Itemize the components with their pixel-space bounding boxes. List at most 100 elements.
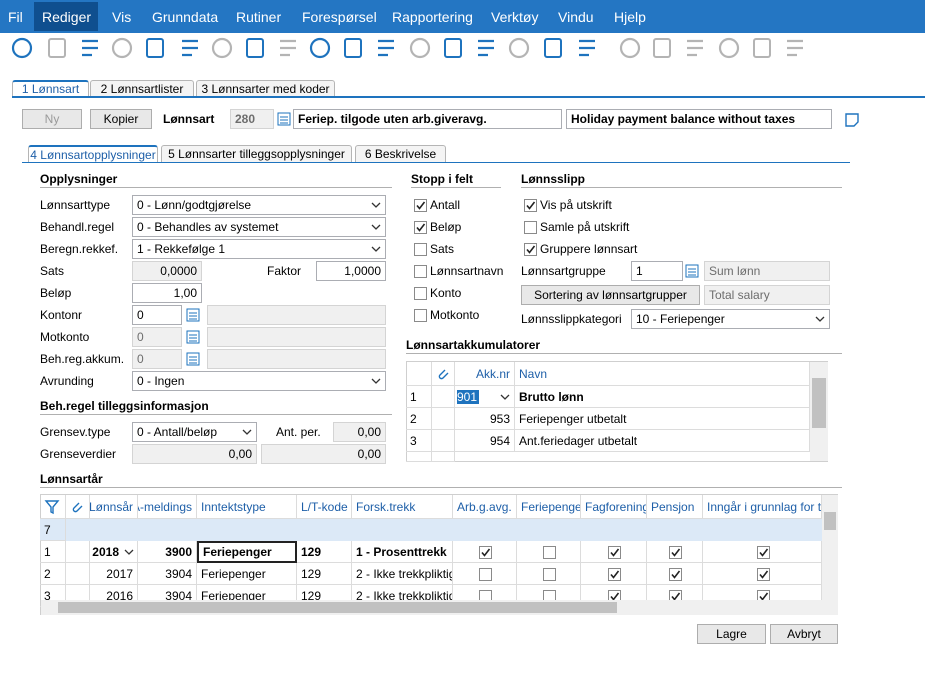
cancel-button[interactable]: Avbryt bbox=[770, 624, 838, 644]
grid-cell[interactable]: 953 bbox=[455, 408, 515, 430]
grid-header-cell[interactable]: A-meldings bbox=[138, 495, 197, 519]
menu-item[interactable]: Fil bbox=[8, 8, 23, 25]
input-field[interactable]: Total salary bbox=[704, 285, 830, 305]
dropdown-arrow[interactable] bbox=[497, 388, 513, 406]
grid-header-cell[interactable]: Inngår i grunnlag for tr bbox=[703, 495, 822, 519]
menu-item[interactable]: Vis bbox=[112, 8, 132, 25]
checkbox[interactable] bbox=[756, 590, 770, 603]
grid-header-cell[interactable] bbox=[40, 495, 66, 519]
checkbox[interactable] bbox=[414, 287, 427, 300]
menu-item[interactable]: Grunndata bbox=[152, 8, 219, 25]
toolbar-button[interactable] bbox=[44, 35, 70, 61]
input-field[interactable]: Sum lønn bbox=[704, 261, 830, 281]
toolbar-button[interactable] bbox=[540, 35, 566, 61]
checkbox[interactable] bbox=[414, 199, 427, 212]
toolbar-button[interactable] bbox=[782, 35, 808, 61]
menu-item[interactable]: Verktøy bbox=[491, 8, 539, 25]
selected-value[interactable]: 901 bbox=[457, 390, 479, 404]
toolbar-button[interactable] bbox=[209, 35, 235, 61]
grid-cell[interactable]: 954 bbox=[455, 430, 515, 452]
sort-button[interactable]: Sortering av lønnsartgrupper bbox=[521, 285, 700, 305]
checkbox[interactable] bbox=[414, 221, 427, 234]
input-field[interactable] bbox=[207, 327, 386, 347]
name-en-field[interactable]: Holiday payment balance without taxes bbox=[566, 109, 832, 129]
input-field[interactable]: 0,00 bbox=[261, 444, 386, 464]
toolbar-button[interactable] bbox=[749, 35, 775, 61]
toolbar-button[interactable] bbox=[617, 35, 643, 61]
grid-cell[interactable]: Feriepenger bbox=[197, 563, 297, 585]
save-button[interactable]: Lagre bbox=[697, 624, 766, 644]
checkbox[interactable] bbox=[524, 199, 537, 212]
input-field[interactable]: 1,00 bbox=[132, 283, 202, 303]
select-field[interactable]: 1 - Rekkefølge 1 bbox=[132, 239, 386, 259]
grid-cell[interactable]: 1 - Prosenttrekk bbox=[352, 541, 453, 563]
dropdown-arrow[interactable] bbox=[812, 310, 828, 328]
dropdown-arrow[interactable] bbox=[121, 543, 137, 561]
toolbar-button[interactable] bbox=[649, 35, 675, 61]
select-field[interactable]: 0 - Behandles av systemet bbox=[132, 217, 386, 237]
checkbox[interactable] bbox=[608, 546, 621, 559]
dropdown-arrow[interactable] bbox=[239, 423, 255, 441]
tab[interactable]: 3 Lønnsarter med koder bbox=[196, 80, 335, 96]
toolbar-button[interactable] bbox=[142, 35, 168, 61]
menu-item[interactable]: Vindu bbox=[558, 8, 594, 25]
checkbox[interactable] bbox=[608, 568, 621, 581]
grid-header-cell[interactable]: Fagforening bbox=[581, 495, 647, 519]
toolbar-button[interactable] bbox=[109, 35, 135, 61]
menu-item[interactable]: Rediger bbox=[42, 8, 92, 25]
select-field[interactable]: 10 - Feriepenger bbox=[631, 309, 830, 329]
input-field[interactable]: 0 bbox=[132, 305, 182, 325]
grid-cell[interactable]: Brutto lønn bbox=[515, 386, 810, 408]
checkbox[interactable] bbox=[414, 265, 427, 278]
toolbar-button[interactable] bbox=[77, 35, 103, 61]
input-field[interactable]: 1 bbox=[631, 261, 683, 281]
toolbar-button[interactable] bbox=[242, 35, 268, 61]
checkbox[interactable] bbox=[414, 243, 427, 256]
menu-item[interactable]: Hjelp bbox=[614, 8, 646, 25]
grid-cell[interactable]: 129 bbox=[297, 563, 352, 585]
toolbar-button[interactable] bbox=[373, 35, 399, 61]
dropdown-arrow[interactable] bbox=[368, 372, 384, 390]
name-field[interactable]: Feriep. tilgode uten arb.giveravg. bbox=[293, 109, 562, 129]
grid-header-cell[interactable]: L/T-kode bbox=[297, 495, 352, 519]
dropdown-arrow[interactable] bbox=[368, 218, 384, 236]
grid-cell[interactable]: 2 - Ikke trekkpliktig bbox=[352, 563, 453, 585]
select-field[interactable]: 0 - Ingen bbox=[132, 371, 386, 391]
note-button[interactable] bbox=[843, 111, 861, 129]
input-field[interactable] bbox=[207, 305, 386, 325]
copy-button[interactable]: Kopier bbox=[90, 109, 152, 129]
dropdown-arrow[interactable] bbox=[368, 240, 384, 258]
checkbox[interactable] bbox=[543, 568, 556, 581]
grid-cell[interactable]: 3904 bbox=[138, 563, 197, 585]
lookup-button[interactable] bbox=[185, 306, 201, 324]
input-field[interactable]: 0 bbox=[132, 327, 182, 347]
tab[interactable]: 5 Lønnsarter tilleggsopplysninger bbox=[161, 145, 352, 162]
checkbox[interactable] bbox=[756, 546, 770, 559]
grid-header-cell[interactable]: Arb.g.avg. bbox=[453, 495, 517, 519]
new-button[interactable]: Ny bbox=[22, 109, 82, 129]
checkbox[interactable] bbox=[669, 568, 682, 581]
checkbox[interactable] bbox=[524, 243, 537, 256]
tab[interactable]: 4 Lønnsartopplysninger bbox=[28, 145, 158, 162]
grid-header-cell[interactable]: Inntektstype bbox=[197, 495, 297, 519]
menu-item[interactable]: Rapportering bbox=[392, 8, 473, 25]
toolbar-button[interactable] bbox=[682, 35, 708, 61]
dropdown-arrow[interactable] bbox=[368, 196, 384, 214]
toolbar-button[interactable] bbox=[9, 35, 35, 61]
input-field[interactable]: 0 bbox=[132, 349, 182, 369]
lookup-button[interactable] bbox=[185, 328, 201, 346]
menu-item[interactable]: Rutiner bbox=[236, 8, 282, 25]
grid-cell[interactable]: Ant.feriedager utbetalt bbox=[515, 430, 810, 452]
grid-header-cell[interactable]: Lønnsår bbox=[90, 495, 138, 519]
input-field[interactable] bbox=[207, 349, 386, 369]
grid-cell[interactable]: 2017 bbox=[90, 563, 138, 585]
toolbar-button[interactable] bbox=[440, 35, 466, 61]
checkbox[interactable] bbox=[669, 546, 682, 559]
lookup-button[interactable] bbox=[276, 110, 292, 128]
checkbox[interactable] bbox=[479, 546, 492, 559]
toolbar-button[interactable] bbox=[275, 35, 301, 61]
toolbar-button[interactable] bbox=[473, 35, 499, 61]
toolbar-button[interactable] bbox=[506, 35, 532, 61]
lookup-button[interactable] bbox=[684, 262, 700, 280]
checkbox[interactable] bbox=[524, 221, 537, 234]
